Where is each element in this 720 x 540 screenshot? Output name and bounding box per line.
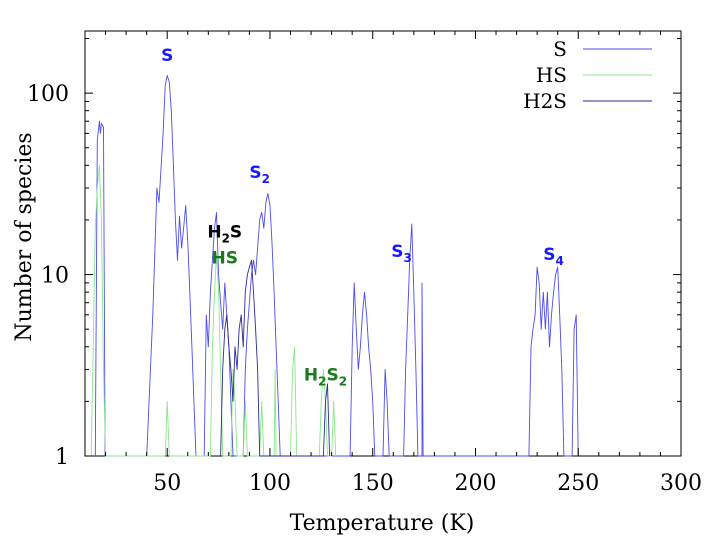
x-tick-label: 50 bbox=[153, 471, 181, 496]
x-tick-label: 100 bbox=[249, 471, 291, 496]
series-line-h2s bbox=[220, 259, 331, 457]
x-tick-label: 300 bbox=[660, 471, 702, 496]
x-tick-label: 200 bbox=[454, 471, 496, 496]
series-layer bbox=[90, 75, 579, 457]
species-annotation: H2S2 bbox=[304, 366, 347, 389]
x-axis-title: Temperature (K) bbox=[290, 511, 475, 536]
legend-label-h2s: H2S bbox=[523, 89, 567, 113]
legend-label-hs: HS bbox=[536, 63, 567, 87]
species-annotation: H2S bbox=[207, 223, 242, 246]
series-line-hs bbox=[90, 164, 337, 457]
series-line-s bbox=[94, 75, 579, 457]
species-annotation: S4 bbox=[543, 245, 564, 268]
y-tick-label: 100 bbox=[27, 82, 69, 107]
plot-border bbox=[84, 30, 682, 457]
legend-label-s: S bbox=[553, 37, 567, 61]
species-annotation: HS bbox=[212, 249, 238, 269]
plot-frame bbox=[84, 30, 682, 457]
y-tick-label: 10 bbox=[41, 264, 69, 289]
species-annotation: S2 bbox=[249, 163, 270, 186]
x-tick-label: 250 bbox=[557, 471, 599, 496]
x-tick-label: 150 bbox=[352, 471, 394, 496]
y-tick-label: 1 bbox=[55, 445, 69, 470]
species-annotation: S3 bbox=[391, 242, 412, 265]
species-annotation: S bbox=[161, 46, 173, 66]
tick-layer: 50 100 150 200 250 300 1 10 100 bbox=[27, 31, 702, 496]
y-axis-title: Number of species bbox=[12, 132, 37, 341]
